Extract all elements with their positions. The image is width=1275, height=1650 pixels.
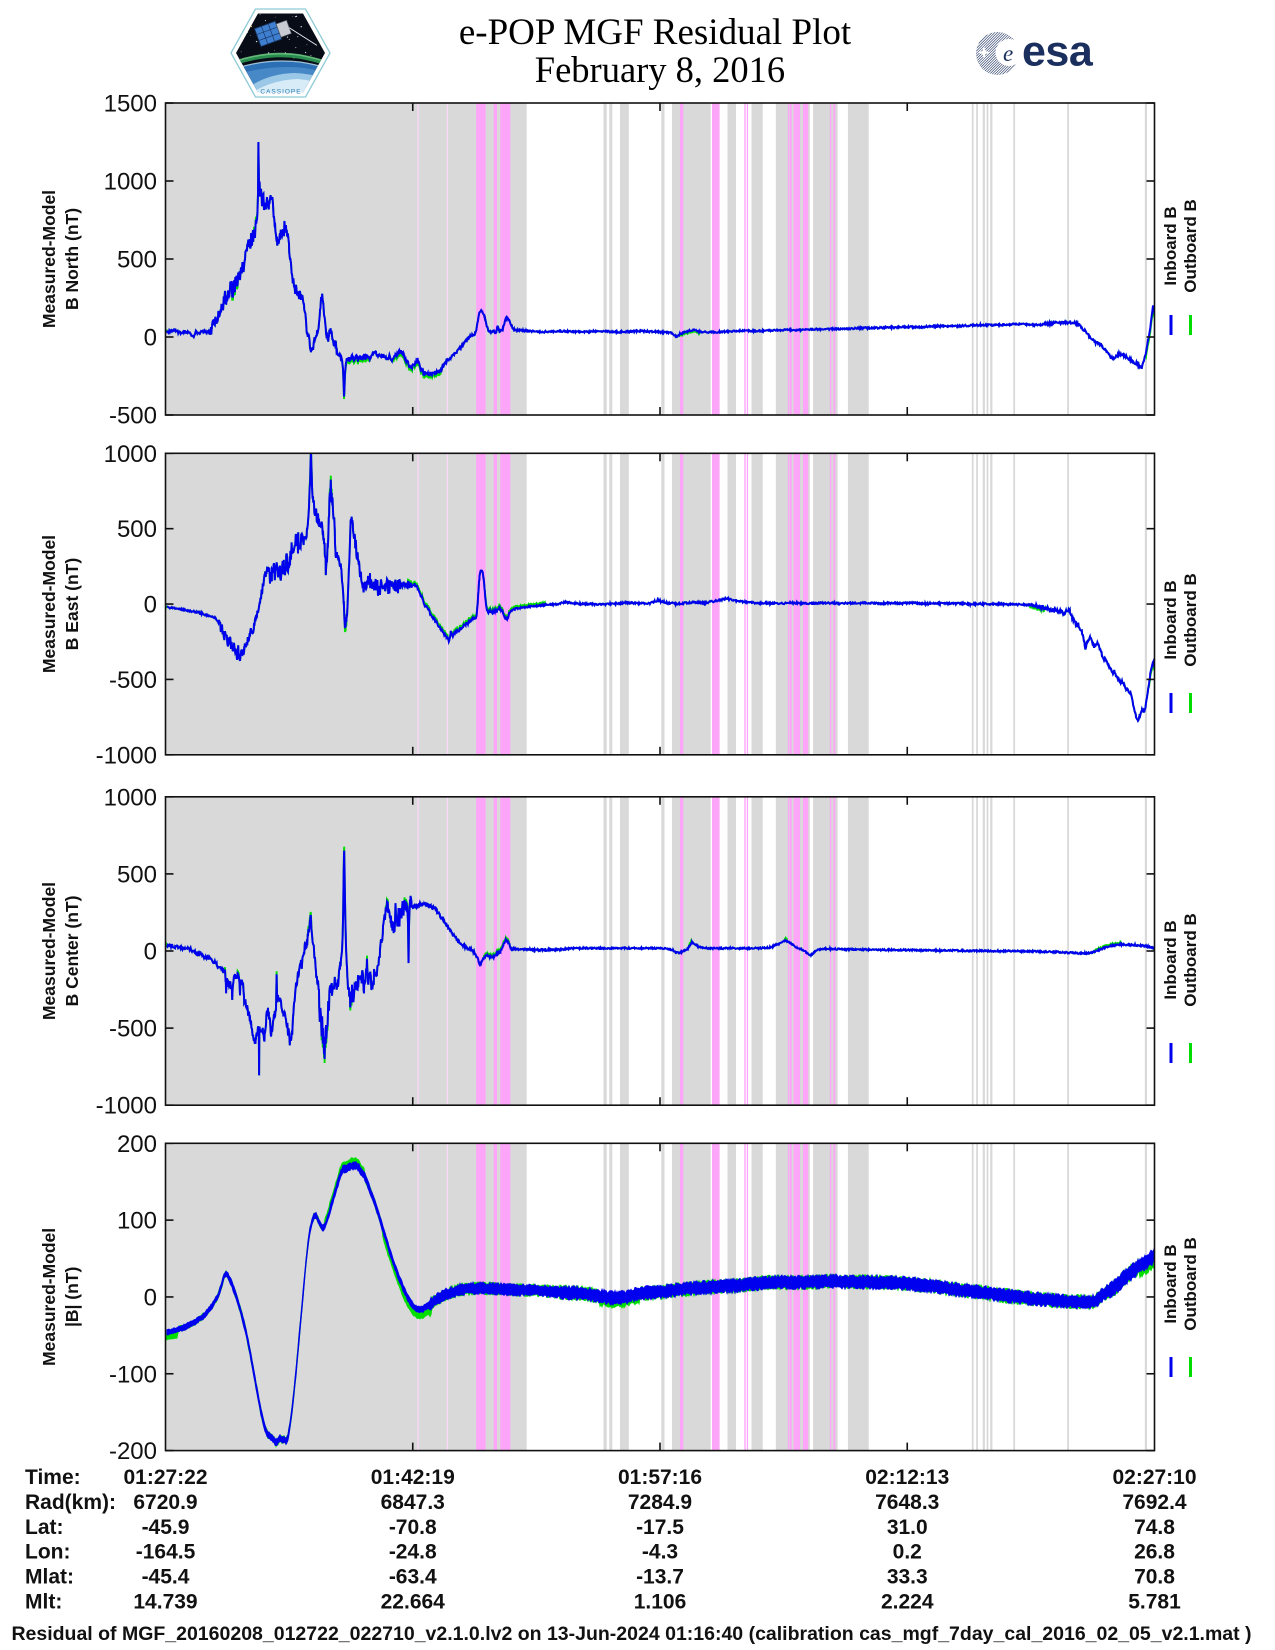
svg-text:Measured-Model: Measured-Model: [39, 882, 59, 1020]
svg-text:Outboard B: Outboard B: [1181, 573, 1200, 667]
svg-text:33.3: 33.3: [887, 1566, 928, 1589]
svg-text:200: 200: [117, 1131, 157, 1158]
svg-text:02:27:10: 02:27:10: [1112, 1466, 1196, 1489]
svg-text:esa: esa: [1022, 28, 1094, 76]
svg-text:-1000: -1000: [96, 742, 157, 769]
svg-text:e-POP MGF Residual Plot: e-POP MGF Residual Plot: [459, 12, 852, 53]
svg-text:0: 0: [144, 592, 157, 619]
svg-text:-500: -500: [109, 403, 157, 430]
svg-text:100: 100: [117, 1208, 157, 1235]
svg-text:5.781: 5.781: [1128, 1591, 1181, 1614]
svg-text:1.106: 1.106: [634, 1591, 687, 1614]
svg-text:-164.5: -164.5: [136, 1541, 196, 1564]
svg-text:CASSIOPE: CASSIOPE: [260, 89, 301, 96]
svg-text:500: 500: [117, 247, 157, 274]
svg-text:Inboard B: Inboard B: [1161, 920, 1180, 999]
svg-text:Inboard B: Inboard B: [1161, 580, 1180, 659]
svg-text:Lat:: Lat:: [25, 1516, 64, 1539]
svg-text:-100: -100: [109, 1361, 157, 1388]
svg-text:500: 500: [117, 516, 157, 543]
svg-text:-500: -500: [109, 1016, 157, 1043]
svg-text:6847.3: 6847.3: [381, 1491, 445, 1514]
svg-text:0: 0: [144, 939, 157, 966]
svg-text:-17.5: -17.5: [636, 1516, 684, 1539]
svg-text:1000: 1000: [104, 784, 157, 811]
svg-text:7692.4: 7692.4: [1122, 1491, 1187, 1514]
svg-text:01:57:16: 01:57:16: [618, 1466, 702, 1489]
svg-text:Outboard B: Outboard B: [1181, 1237, 1200, 1331]
svg-text:-45.4: -45.4: [142, 1566, 190, 1589]
svg-text:-24.8: -24.8: [389, 1541, 437, 1564]
svg-text:Measured-Model: Measured-Model: [39, 1228, 59, 1366]
svg-text:0: 0: [144, 1284, 157, 1311]
svg-text:B Center (nT): B Center (nT): [62, 896, 82, 1007]
svg-text:1000: 1000: [104, 441, 157, 468]
svg-text:01:27:22: 01:27:22: [123, 1466, 207, 1489]
svg-text:Lon:: Lon:: [25, 1541, 70, 1564]
svg-text:7284.9: 7284.9: [628, 1491, 692, 1514]
svg-text:02:12:13: 02:12:13: [865, 1466, 949, 1489]
svg-text:0: 0: [144, 325, 157, 352]
svg-text:22.664: 22.664: [381, 1591, 446, 1614]
svg-text:0.2: 0.2: [893, 1541, 922, 1564]
svg-text:500: 500: [117, 861, 157, 888]
svg-text:Time:: Time:: [25, 1466, 81, 1489]
svg-text:7648.3: 7648.3: [875, 1491, 939, 1514]
svg-text:-4.3: -4.3: [642, 1541, 678, 1564]
svg-text:Mlat:: Mlat:: [25, 1566, 74, 1589]
svg-text:Measured-Model: Measured-Model: [39, 190, 59, 328]
svg-text:-45.9: -45.9: [142, 1516, 190, 1539]
svg-text:14.739: 14.739: [133, 1591, 197, 1614]
svg-text:-1000: -1000: [96, 1093, 157, 1120]
svg-text:-70.8: -70.8: [389, 1516, 437, 1539]
svg-text:B East (nT): B East (nT): [62, 558, 82, 650]
svg-text:2.224: 2.224: [881, 1591, 934, 1614]
svg-text:-13.7: -13.7: [636, 1566, 684, 1589]
svg-text:Measured-Model: Measured-Model: [39, 535, 59, 673]
svg-text:Rad(km):: Rad(km):: [25, 1491, 116, 1514]
svg-text:|B| (nT): |B| (nT): [62, 1267, 82, 1327]
svg-text:Residual of MGF_20160208_01272: Residual of MGF_20160208_012722_022710_v…: [11, 1623, 1251, 1645]
svg-text:-63.4: -63.4: [389, 1566, 437, 1589]
svg-text:Outboard B: Outboard B: [1181, 199, 1200, 293]
svg-text:Inboard B: Inboard B: [1161, 206, 1180, 285]
svg-text:Inboard B: Inboard B: [1161, 1244, 1180, 1323]
svg-text:Outboard B: Outboard B: [1181, 913, 1200, 1007]
svg-text:74.8: 74.8: [1134, 1516, 1175, 1539]
svg-text:-500: -500: [109, 667, 157, 694]
svg-text:01:42:19: 01:42:19: [371, 1466, 455, 1489]
svg-text:e: e: [1003, 41, 1013, 66]
svg-text:B North (nT): B North (nT): [62, 208, 82, 310]
svg-text:6720.9: 6720.9: [133, 1491, 197, 1514]
svg-text:Mlt:: Mlt:: [25, 1591, 62, 1614]
svg-text:1500: 1500: [104, 91, 157, 118]
svg-text:70.8: 70.8: [1134, 1566, 1175, 1589]
svg-text:-200: -200: [109, 1438, 157, 1465]
svg-text:31.0: 31.0: [887, 1516, 928, 1539]
svg-text:1000: 1000: [104, 169, 157, 196]
svg-text:26.8: 26.8: [1134, 1541, 1175, 1564]
svg-text:February 8, 2016: February 8, 2016: [535, 49, 785, 90]
